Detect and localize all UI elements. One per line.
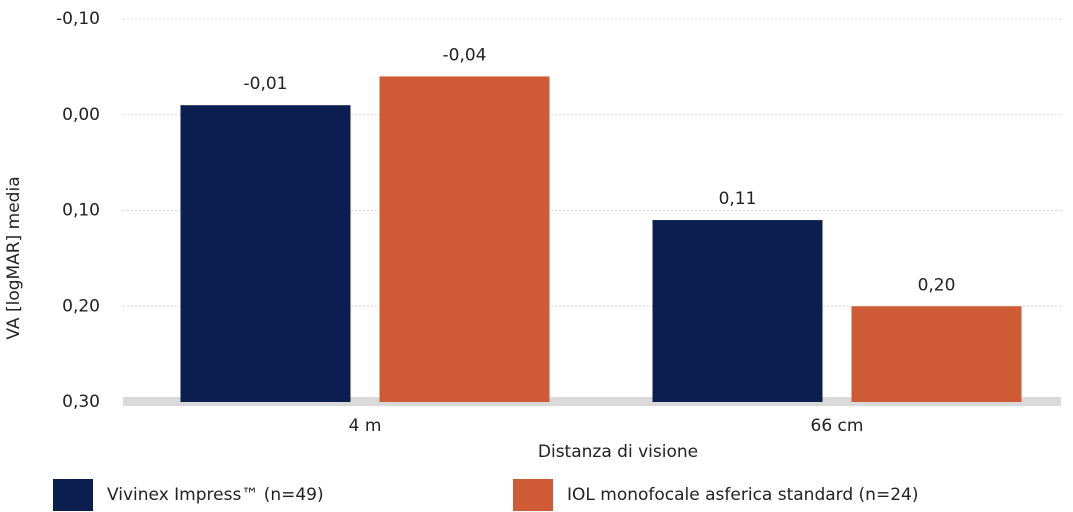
- x-tick-label: 4 m: [349, 416, 382, 436]
- y-tick-label: 0,10: [62, 201, 100, 221]
- legend-swatch-iol: [513, 479, 553, 511]
- legend-label-iol: IOL monofocale asferica standard (n=24): [567, 485, 919, 505]
- y-tick-label: 0,30: [62, 392, 100, 412]
- y-tick-label: 0,20: [62, 296, 100, 316]
- x-axis-label: Distanza di visione: [538, 442, 698, 462]
- data-label: 0,20: [918, 275, 956, 295]
- x-axis-ticks: 4 m 66 cm: [349, 416, 864, 436]
- x-tick-label: 66 cm: [811, 416, 864, 436]
- y-axis-ticks: -0,10 0,00 0,10 0,20 0,30: [56, 9, 100, 412]
- x-axis-baseline: [123, 397, 1061, 406]
- bar: [851, 306, 1022, 402]
- y-tick-label: -0,10: [56, 9, 100, 29]
- x-axis-baseline-bar: [123, 397, 1061, 406]
- data-label: -0,01: [244, 74, 288, 94]
- bar: [180, 105, 351, 403]
- data-label: 0,11: [719, 189, 757, 209]
- legend-label-vivinex: Vivinex Impress™ (n=49): [107, 485, 324, 505]
- legend-item-iol: IOL monofocale asferica standard (n=24): [513, 479, 918, 511]
- data-label: -0,04: [443, 45, 487, 65]
- legend-item-vivinex: Vivinex Impress™ (n=49): [53, 479, 324, 511]
- data-labels: -0,01 -0,04 0,11 0,20: [244, 45, 956, 295]
- bar: [652, 220, 823, 402]
- bar: [379, 76, 550, 402]
- legend-swatch-vivinex: [53, 479, 93, 511]
- bars: [180, 76, 1022, 403]
- y-axis-label: VA [logMAR] media: [4, 176, 24, 339]
- y-tick-label: 0,00: [62, 105, 100, 125]
